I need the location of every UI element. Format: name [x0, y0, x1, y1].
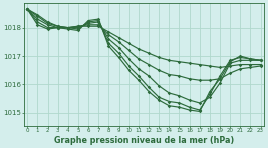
X-axis label: Graphe pression niveau de la mer (hPa): Graphe pression niveau de la mer (hPa)	[54, 136, 234, 145]
